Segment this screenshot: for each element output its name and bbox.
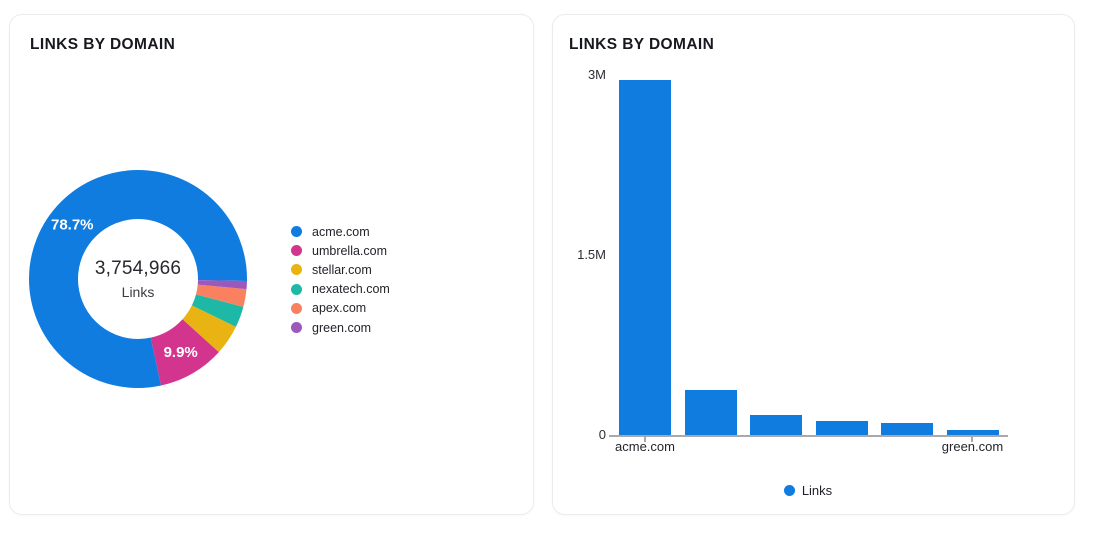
donut-slice-acme.com[interactable] [29, 170, 247, 388]
x-axis-label-first: acme.com [615, 439, 675, 454]
bar-acme.com[interactable] [619, 80, 671, 435]
bar-umbrella.com[interactable] [684, 390, 737, 435]
legend-dot [291, 264, 302, 276]
links-by-domain-pie-card: LINKS BY DOMAIN 78.7% 9.9% 3,754,966 Link… [9, 14, 534, 515]
bar-apex.com[interactable] [881, 423, 933, 435]
legend-item-green.com[interactable]: green.com [291, 318, 390, 337]
legend-item-stellar.com[interactable]: stellar.com [291, 260, 390, 279]
legend-item-umbrella.com[interactable]: umbrella.com [291, 241, 390, 260]
links-by-domain-bar-card: LINKS BY DOMAIN 3M 1.5M 0 acme.com green… [552, 14, 1075, 515]
y-axis-tick-1-5m: 1.5M [577, 247, 606, 262]
legend-dot [291, 245, 302, 257]
links-legend-label: Links [801, 483, 833, 498]
bar-green.com[interactable] [946, 429, 999, 435]
bar-nexatech.com[interactable] [815, 421, 868, 435]
x-axis-label-last: green.com [941, 439, 1004, 454]
legend-item-label: umbrella.com [312, 243, 388, 258]
slice-percent-label-acme.com: 78.7% [51, 217, 94, 234]
bar-legend[interactable]: Links [609, 483, 1007, 498]
bar-card-title: LINKS BY DOMAIN [569, 36, 715, 53]
legend-dot [291, 283, 302, 295]
legend-item-apex.com[interactable]: apex.com [291, 299, 390, 318]
links-legend-dot [783, 485, 795, 496]
x-axis-tick-first [644, 437, 646, 442]
bar-stellar.com[interactable] [750, 415, 802, 435]
x-axis-tick-last [971, 437, 973, 442]
legend-item-label: nexatech.com [312, 282, 390, 297]
donut-chart-area: 78.7% 9.9% 3,754,966 Links [28, 169, 248, 389]
x-axis-line [609, 435, 1008, 437]
y-axis-tick-3m: 3M [587, 67, 606, 82]
legend-dot [291, 302, 302, 314]
pie-legend: acme.com umbrella.com stellar.com nexatech.… [291, 222, 390, 337]
legend-item-label: apex.com [312, 301, 367, 316]
slice-percent-label-umbrella.com: 9.9% [164, 344, 198, 361]
legend-dot [291, 322, 302, 334]
y-axis-tick-0: 0 [598, 427, 606, 442]
pie-card-title: LINKS BY DOMAIN [30, 36, 176, 53]
legend-item-acme.com[interactable]: acme.com [291, 222, 390, 241]
legend-item-nexatech.com[interactable]: nexatech.com [291, 280, 390, 299]
legend-item-label: acme.com [312, 224, 370, 239]
bar-plot [609, 75, 1007, 435]
legend-item-label: green.com [312, 320, 372, 335]
legend-item-label: stellar.com [312, 262, 372, 277]
donut-chart[interactable]: 78.7% 9.9% [28, 169, 248, 389]
legend-dot [291, 226, 302, 238]
